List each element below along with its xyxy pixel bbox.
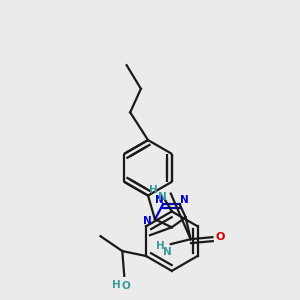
Text: H: H bbox=[155, 241, 164, 251]
Text: N: N bbox=[158, 192, 166, 202]
Text: O: O bbox=[216, 232, 225, 242]
Text: N: N bbox=[164, 247, 172, 257]
Text: N: N bbox=[180, 194, 189, 205]
Text: O: O bbox=[122, 281, 130, 291]
Text: H: H bbox=[148, 184, 157, 195]
Text: H: H bbox=[112, 280, 121, 290]
Text: N: N bbox=[143, 216, 152, 226]
Text: N: N bbox=[154, 194, 163, 205]
